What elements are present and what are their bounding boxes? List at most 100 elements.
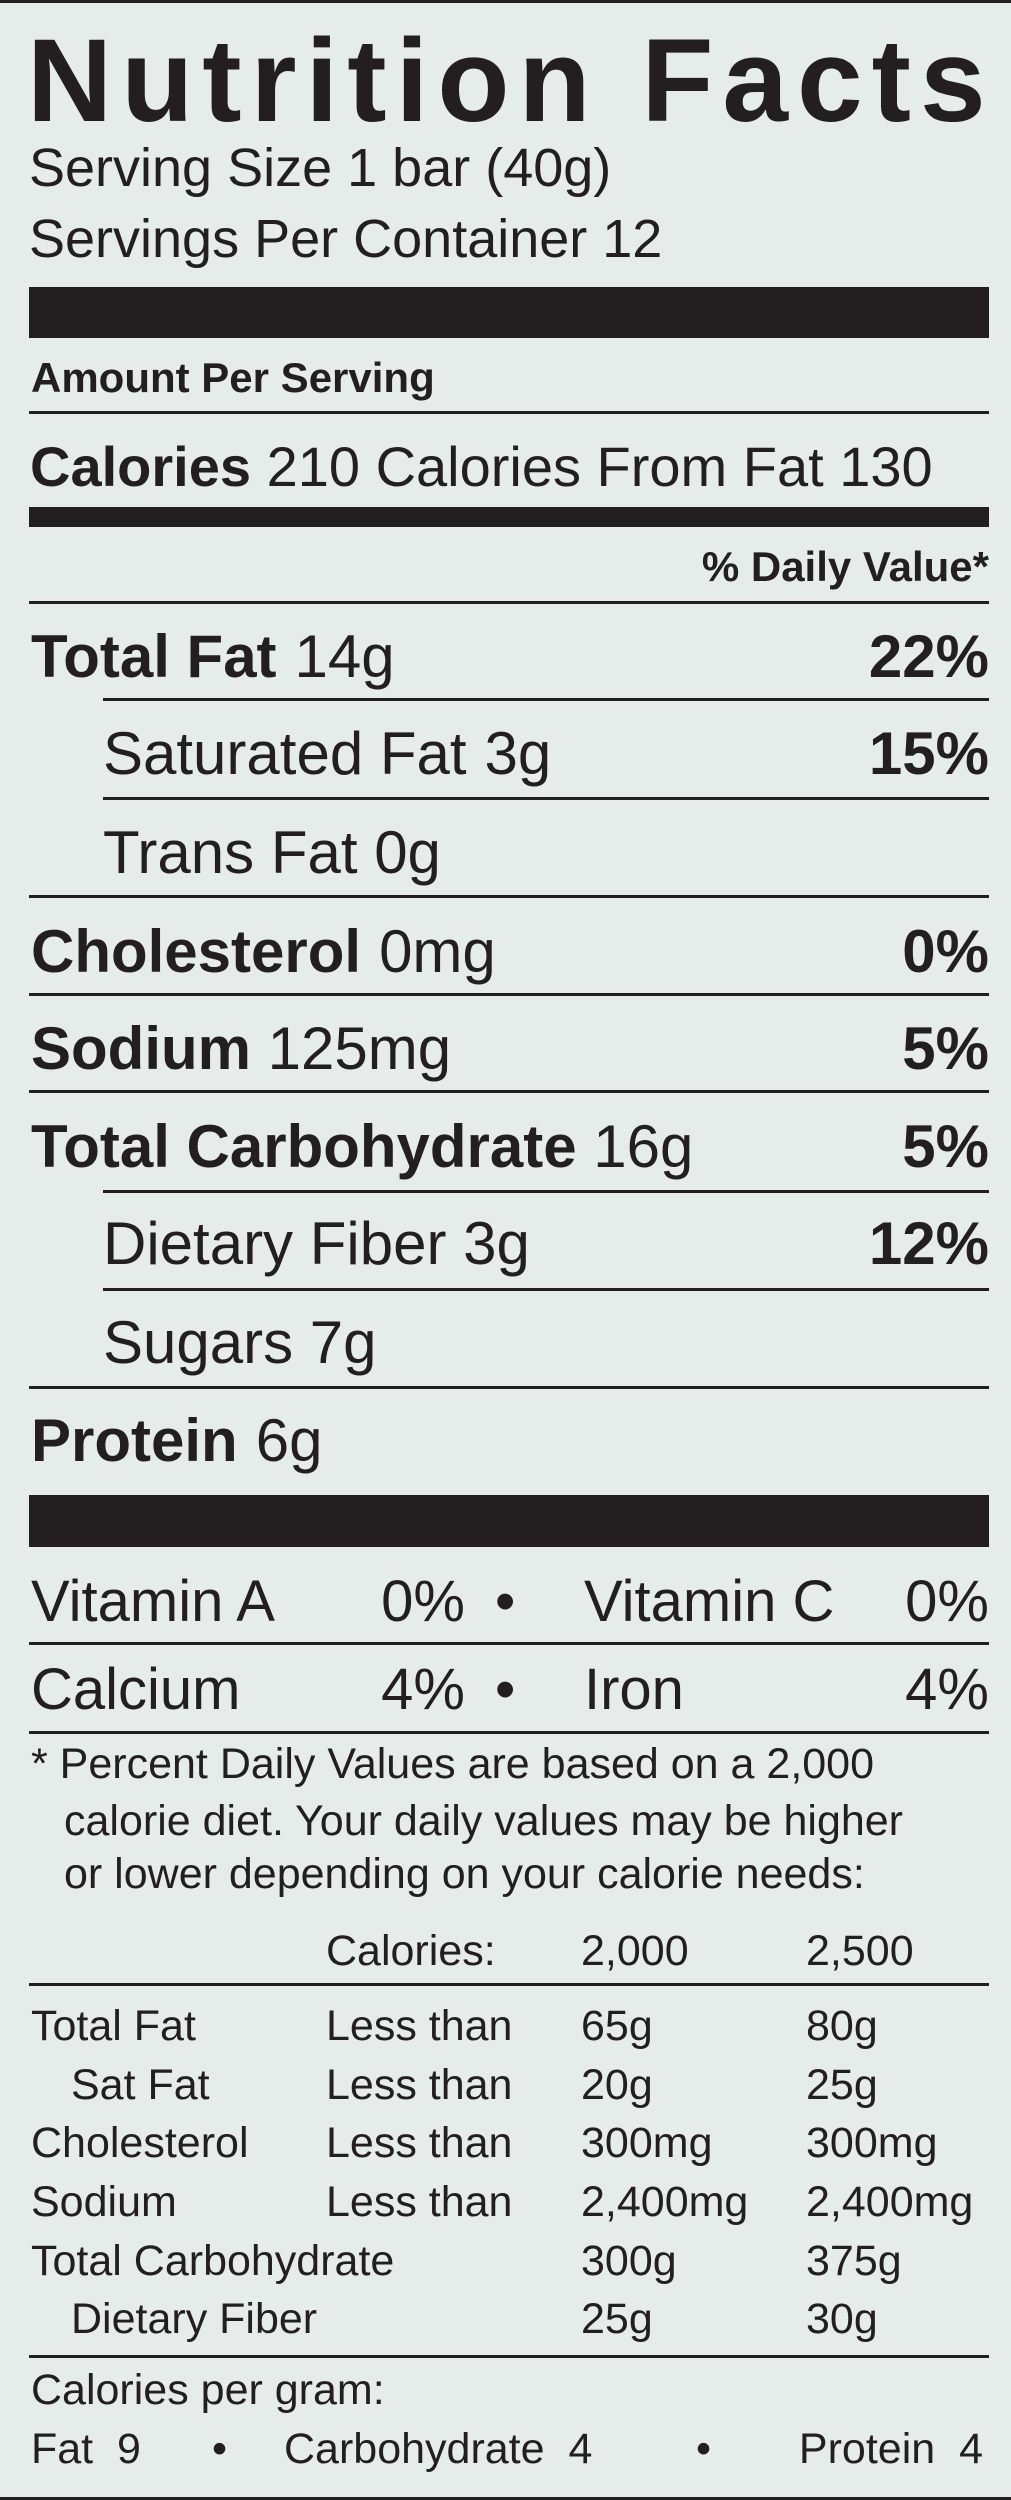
footnote-line: or lower depending on your calorie needs…	[64, 1850, 865, 1898]
bullet: •	[495, 1569, 516, 1634]
footnote-line: calorie diet. Your daily values may be h…	[64, 1797, 904, 1845]
calories-label: Calories	[30, 435, 251, 498]
divider	[103, 1190, 989, 1193]
nutrient-dv: 5%	[902, 1113, 989, 1180]
divider	[103, 797, 989, 800]
vitamin-c-dv: 0%	[905, 1569, 989, 1634]
dv-table-2500-value: 25g	[806, 2061, 878, 2109]
dv-table-qualifier: Less than	[326, 2178, 513, 2226]
nutrient-amount: 14g	[294, 623, 395, 690]
dv-table-nutrient: Dietary Fiber	[71, 2295, 318, 2343]
nutrient-amount: 0mg	[379, 918, 496, 985]
divider	[29, 601, 989, 604]
nutrient-amount: 6g	[255, 1407, 323, 1474]
cpg-protein-value: 4	[959, 2425, 983, 2473]
vitamin-c-label: Vitamin C	[584, 1569, 835, 1634]
nutrient-dv: 15%	[868, 720, 989, 787]
daily-value-header: % Daily Value*	[701, 543, 989, 590]
footnote-line: * Percent Daily Values are based on a 2,…	[31, 1740, 875, 1788]
dv-table-2000-value: 65g	[581, 2002, 653, 2050]
dv-table-nutrient: Total Carbohydrate	[31, 2237, 395, 2285]
nutrient-amount: 0g	[374, 819, 441, 886]
nutrient-row-total-carbohydrate: Total Carbohydrate 16g	[31, 1117, 693, 1177]
thick-divider	[29, 1495, 989, 1547]
dv-table-nutrient: Total Fat	[31, 2002, 196, 2050]
servings-per-container: Servings Per Container 12	[29, 209, 663, 269]
dv-table-header-calories: Calories:	[326, 1927, 496, 1975]
nutrient-dv: 22%	[868, 623, 989, 690]
divider	[29, 1642, 989, 1645]
divider	[29, 993, 989, 996]
nutrient-name: Total Fat	[31, 623, 277, 690]
calcium-label: Calcium	[31, 1657, 241, 1722]
dv-table-2500-value: 30g	[806, 2295, 878, 2343]
nutrient-amount: 3g	[463, 1210, 530, 1277]
vitamin-a-label: Vitamin A	[31, 1569, 275, 1634]
divider	[29, 1090, 989, 1093]
dv-table-2000-value: 20g	[581, 2061, 653, 2109]
nutrient-name: Total Carbohydrate	[31, 1113, 577, 1180]
cpg-fat: Fat 9	[31, 2428, 141, 2471]
dv-table-2500-value: 300mg	[806, 2119, 938, 2167]
thick-divider	[29, 287, 989, 338]
nutrient-name: Dietary Fiber	[103, 1210, 447, 1277]
divider	[29, 1386, 989, 1389]
calcium-dv: 4%	[381, 1657, 465, 1722]
divider	[29, 895, 989, 898]
iron-dv: 4%	[905, 1657, 989, 1722]
nutrient-dv: 12%	[868, 1210, 989, 1277]
calories-row: Calories 210 Calories From Fat 130	[30, 439, 933, 495]
bullet: •	[696, 2425, 712, 2473]
nutrient-name: Protein	[31, 1407, 238, 1474]
amount-per-serving: Amount Per Serving	[31, 354, 435, 401]
nutrient-row-sodium: Sodium 125mg	[31, 1019, 451, 1079]
nutrient-name: Sugars	[103, 1309, 294, 1376]
nutrient-row-protein: Protein 6g	[31, 1411, 322, 1471]
dv-table-2500-value: 2,400mg	[806, 2178, 974, 2226]
cpg-fat-value: 9	[117, 2425, 141, 2473]
divider	[103, 1288, 989, 1291]
divider	[29, 2355, 989, 2358]
nutrient-amount: 16g	[593, 1113, 694, 1180]
divider	[29, 1731, 989, 1734]
medium-divider	[29, 507, 989, 527]
dv-table-nutrient: Sat Fat	[71, 2061, 210, 2109]
cpg-protein: Protein 4	[799, 2428, 983, 2471]
dv-table-qualifier: Less than	[326, 2119, 513, 2167]
nutrient-name: Saturated Fat	[103, 720, 467, 787]
nutrient-row-dietary-fiber: Dietary Fiber 3g	[103, 1214, 530, 1274]
serving-size: Serving Size 1 bar (40g)	[29, 138, 612, 198]
cpg-protein-label: Protein	[798, 2425, 936, 2473]
nutrient-amount: 3g	[484, 720, 552, 787]
divider	[29, 411, 989, 414]
dv-table-2500-value: 375g	[806, 2237, 902, 2285]
dv-table-2000-value: 300mg	[581, 2119, 713, 2167]
nutrient-row-cholesterol: Cholesterol 0mg	[31, 922, 496, 982]
calories-value: 210	[266, 435, 360, 498]
nutrient-row-sugars: Sugars 7g	[103, 1313, 377, 1373]
dv-table-2500-value: 80g	[806, 2002, 878, 2050]
dv-table-nutrient: Cholesterol	[31, 2119, 249, 2167]
vitamin-a-dv: 0%	[381, 1569, 465, 1634]
dv-table-nutrient: Sodium	[31, 2178, 177, 2226]
nutrient-name: Cholesterol	[31, 918, 362, 985]
nutrient-row-total-fat: Total Fat 14g	[31, 627, 395, 687]
dv-table-header-2000: 2,000	[581, 1927, 689, 1975]
nutrient-name: Trans Fat	[103, 819, 358, 886]
nutrient-row-saturated-fat: Saturated Fat 3g	[103, 724, 551, 784]
calories-per-gram-label: Calories per gram:	[31, 2366, 385, 2414]
divider	[103, 698, 989, 701]
dv-table-2000-value: 300g	[581, 2237, 677, 2285]
nutrient-row-trans-fat: Trans Fat 0g	[103, 823, 441, 883]
nutrient-amount: 7g	[309, 1309, 377, 1376]
bullet: •	[212, 2425, 228, 2473]
dv-table-qualifier: Less than	[326, 2002, 513, 2050]
dv-table-qualifier: Less than	[326, 2061, 513, 2109]
nutrient-dv: 5%	[902, 1015, 989, 1082]
dv-table-2000-value: 25g	[581, 2295, 653, 2343]
nutrient-name: Sodium	[31, 1015, 251, 1082]
iron-label: Iron	[584, 1657, 684, 1722]
bottom-border	[0, 2497, 1011, 2500]
nutrient-amount: 125mg	[267, 1015, 452, 1082]
nutrient-dv: 0%	[902, 918, 989, 985]
